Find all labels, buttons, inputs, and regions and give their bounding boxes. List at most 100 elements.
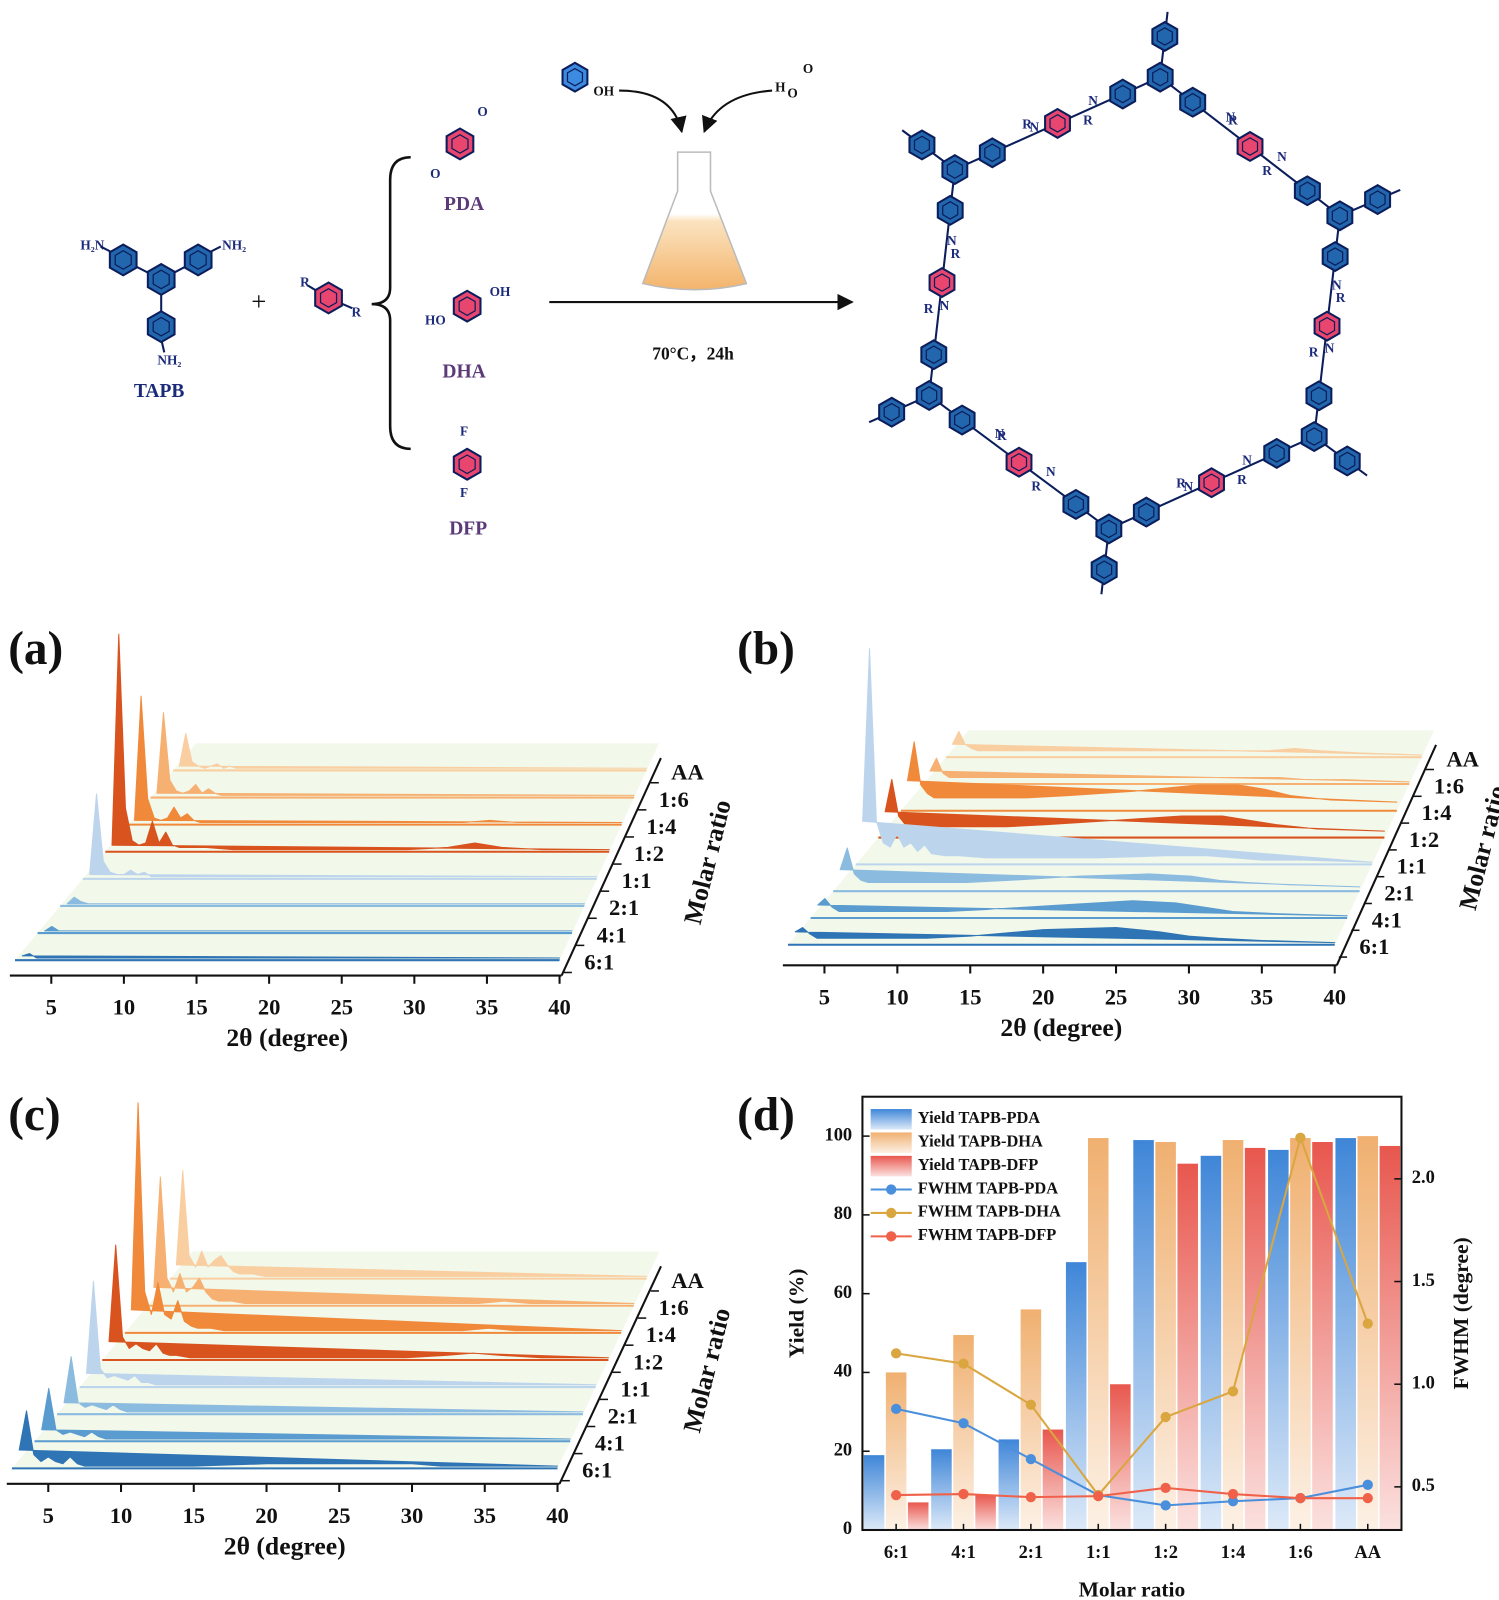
bar xyxy=(1200,1155,1222,1530)
bar-line-chart: 6:1 4:1 2:1 1:1 1:2 1:4 1:6 AA 0 20 40 60 80 100 0.5 1.… xyxy=(737,1089,1473,1600)
atom-label: R xyxy=(1309,345,1319,360)
ring-inner xyxy=(1327,247,1344,266)
ring-inner xyxy=(1268,444,1285,463)
benzene-ring xyxy=(1364,184,1392,216)
x-tick-label: 40 xyxy=(546,1503,569,1528)
atom-label: R xyxy=(1228,112,1238,127)
bar xyxy=(1110,1384,1131,1530)
benzene-ring xyxy=(1132,496,1160,528)
x-tick-label: 1:6 xyxy=(1288,1542,1313,1562)
ribbon-floor xyxy=(173,743,659,771)
series-label: 1:6 xyxy=(659,1295,689,1320)
xrd-pattern xyxy=(794,927,1336,944)
x-tick-label: 5 xyxy=(46,995,57,1020)
atom-label: OH xyxy=(490,284,511,299)
flask xyxy=(641,151,748,291)
xrd-pattern xyxy=(108,1244,609,1359)
x-tick-label: 15 xyxy=(185,995,208,1020)
xrd-pattern xyxy=(111,633,610,851)
atom-label: N xyxy=(1332,278,1342,293)
xrd-pattern xyxy=(133,695,623,823)
atom-label: O xyxy=(787,86,797,101)
series-label: 1:2 xyxy=(1409,827,1439,852)
bar xyxy=(953,1335,974,1530)
charts: AA1:61:41:21:12:14:16:15 10 15 20 25 30 35 402θ… xyxy=(6,623,1499,1600)
benzene-ring xyxy=(146,310,176,344)
atom-label: R xyxy=(1336,290,1346,305)
ring-inner xyxy=(913,135,930,155)
ribbon-floor xyxy=(105,824,622,852)
benzene-ring xyxy=(936,194,964,226)
x-tick-label: 15 xyxy=(182,1503,205,1528)
bar xyxy=(885,1372,907,1530)
xrd-pattern xyxy=(153,1176,635,1305)
xrd-pattern xyxy=(839,847,1361,888)
atom-label: N xyxy=(1325,340,1335,355)
atom-label: R xyxy=(1262,163,1272,178)
bar xyxy=(1379,1145,1401,1530)
bar xyxy=(1244,1147,1266,1530)
ring-inner xyxy=(451,133,469,154)
x-tick-label: 25 xyxy=(328,1503,351,1528)
line-point xyxy=(1160,1500,1171,1511)
atom-label: H xyxy=(775,80,786,95)
benzene-ring xyxy=(1005,446,1033,478)
atom-label: N xyxy=(1030,119,1040,134)
series-label: AA xyxy=(671,1268,704,1293)
x-tick-label: 10 xyxy=(113,995,136,1020)
atom-label: N xyxy=(947,233,957,248)
ring-inner xyxy=(114,249,132,270)
y2-axis-label: FWHM (degree) xyxy=(1449,1237,1473,1389)
series-label: AA xyxy=(671,760,704,785)
x-tick-label: 25 xyxy=(1105,984,1128,1009)
ring-inner xyxy=(984,143,1001,163)
benzene-ring xyxy=(1198,467,1225,499)
x-tick-label: 40 xyxy=(1323,984,1346,1009)
benzene-ring xyxy=(1305,380,1333,412)
line-point xyxy=(1093,1490,1104,1502)
line xyxy=(895,1407,1368,1507)
line-point xyxy=(1362,1318,1373,1329)
y2-tick-label: 1.0 xyxy=(1412,1372,1435,1392)
series-label: 1:1 xyxy=(621,868,651,893)
line-point xyxy=(958,1418,969,1429)
xrd-pattern xyxy=(929,757,1410,783)
series-label: 4:1 xyxy=(597,922,627,947)
ring-inner xyxy=(189,249,207,270)
ring-inner xyxy=(1096,560,1113,580)
line-point xyxy=(1227,1488,1239,1500)
line-point xyxy=(1160,1411,1171,1423)
y-tick-label: 100 xyxy=(824,1124,852,1144)
series-label: 1:6 xyxy=(659,787,689,812)
benzene-ring xyxy=(1146,61,1174,93)
ring-inner xyxy=(1152,67,1169,87)
line-point xyxy=(1227,1386,1239,1397)
x-tick-label: 30 xyxy=(1178,984,1201,1009)
benzene-ring xyxy=(948,404,976,436)
x-tick-label: 2:1 xyxy=(1019,1542,1044,1562)
benzene-ring xyxy=(1263,437,1291,469)
tapb-label: TAPB xyxy=(134,381,185,402)
atom-label: N xyxy=(1242,452,1252,467)
legend-marker xyxy=(886,1184,897,1195)
xrd-pattern xyxy=(63,1356,584,1413)
ring-inner xyxy=(1138,502,1155,522)
legend-label: Yield TAPB-PDA xyxy=(918,1108,1040,1127)
y-axis-label: Yield (%) xyxy=(785,1269,809,1359)
ring-inner xyxy=(152,269,170,290)
ring-inner xyxy=(1369,190,1386,209)
atom-label: O xyxy=(803,61,813,76)
bar xyxy=(975,1494,996,1530)
atom-label: O xyxy=(430,166,440,181)
panel-label: (a) xyxy=(8,623,63,675)
bar xyxy=(1020,1309,1042,1530)
x-axis-label: 2θ (degree) xyxy=(224,1531,346,1560)
z-axis-label: Molar ratio xyxy=(677,1305,736,1435)
z-axis xyxy=(558,1265,662,1485)
ring-inner xyxy=(883,402,900,422)
y-tick-label: 80 xyxy=(834,1203,852,1223)
ring-inner xyxy=(1241,137,1259,156)
benzene-ring xyxy=(1333,445,1361,477)
legend-label: FWHM TAPB-DHA xyxy=(918,1202,1061,1221)
line-point xyxy=(1025,1399,1037,1410)
